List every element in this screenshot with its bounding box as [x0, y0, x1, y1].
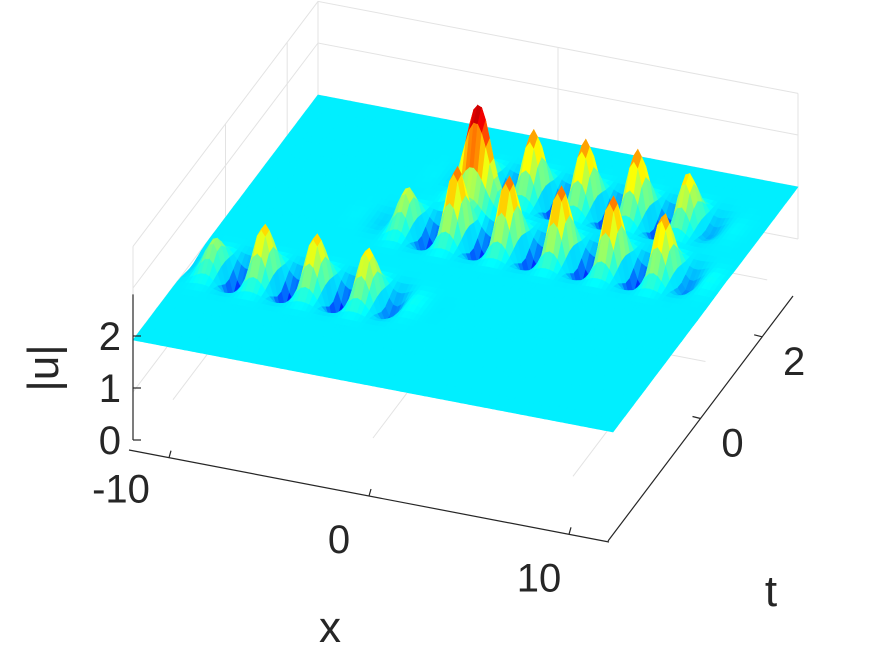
grid-line [132, 0, 799, 247]
surface-mesh [132, 94, 799, 433]
grid-line [132, 42, 799, 289]
